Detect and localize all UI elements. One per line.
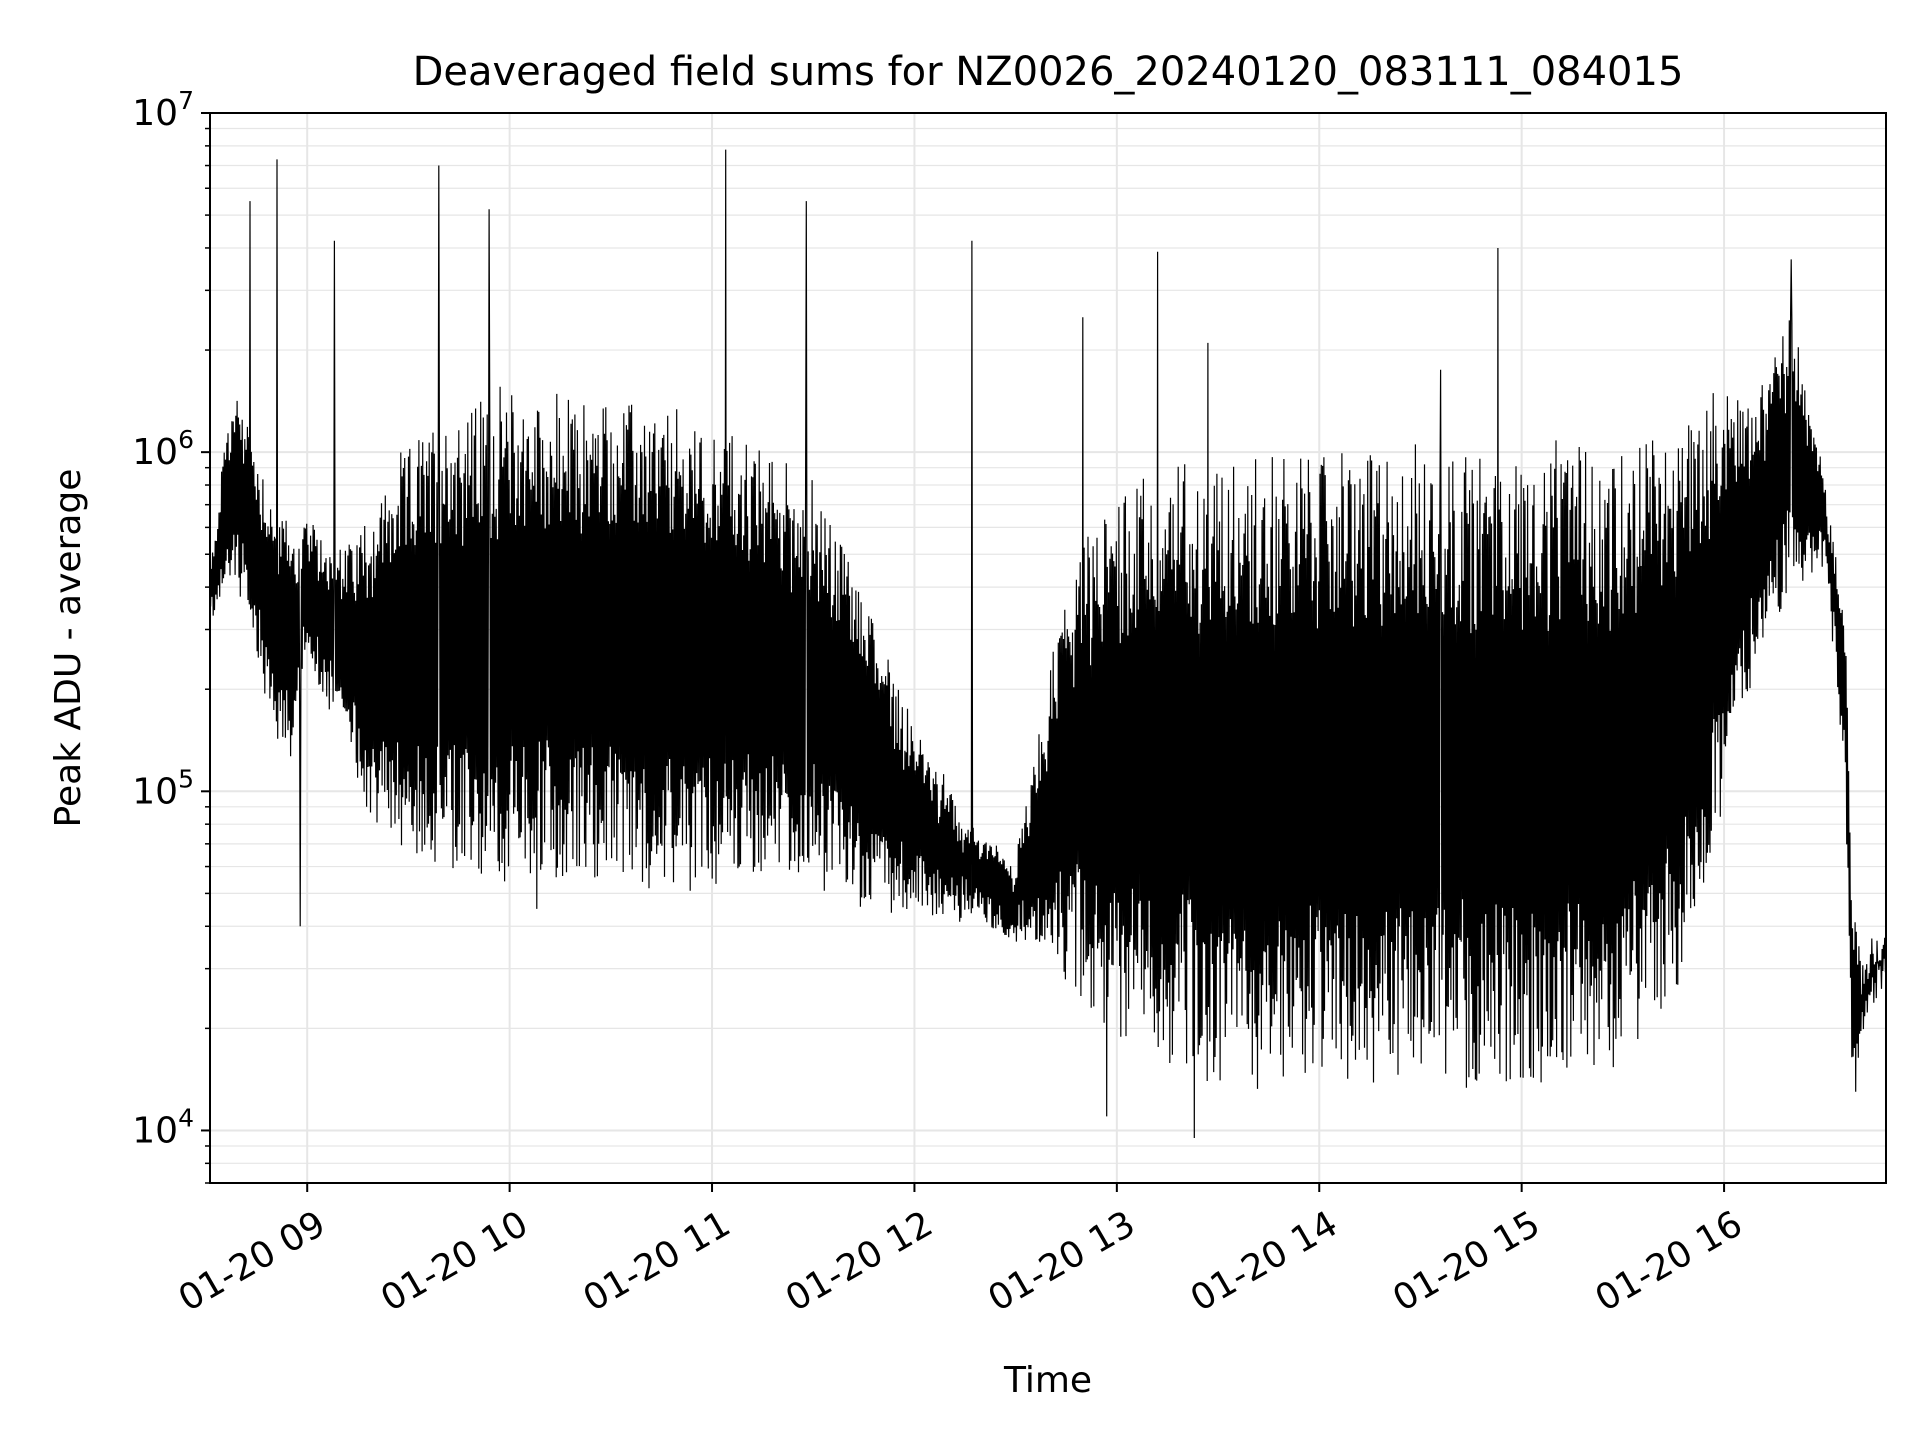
plot-frame	[209, 112, 1887, 1184]
series-layer	[209, 149, 1887, 1139]
series-line	[209, 149, 1887, 1139]
y-axis-label: Peak ADU - average	[48, 469, 89, 828]
x-axis-label: Time	[1003, 1360, 1092, 1401]
y-tick-label: 105	[132, 764, 194, 812]
y-tick-label: 104	[132, 1103, 194, 1151]
y-axis: 104 105 106 107	[132, 86, 210, 1184]
y-tick-label: 107	[132, 86, 194, 134]
y-tick-label: 106	[132, 425, 194, 473]
chart-title: Deaveraged field sums for NZ0026_2024012…	[413, 49, 1684, 95]
